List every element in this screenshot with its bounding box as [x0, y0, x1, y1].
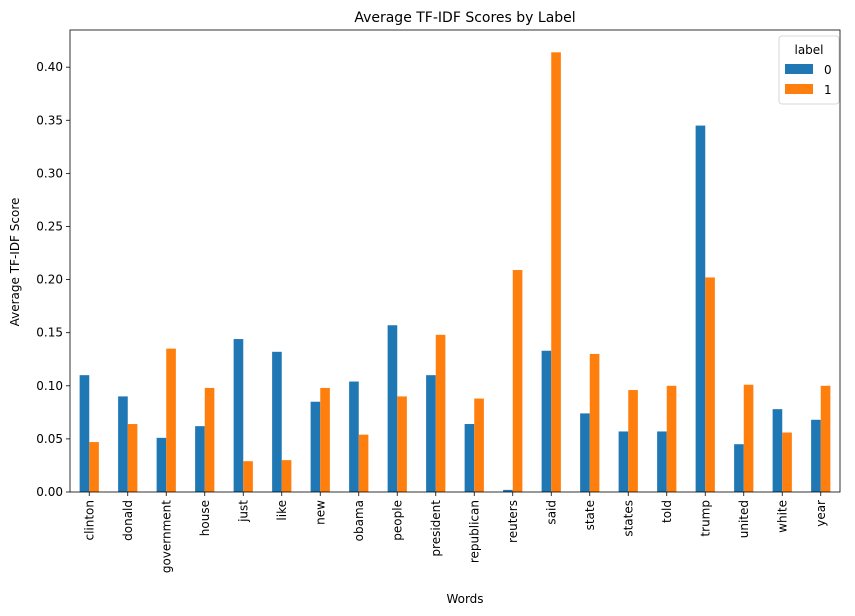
- bar-just-label-0: [233, 339, 244, 492]
- x-tick-label: said: [544, 500, 558, 525]
- bars-group: [79, 52, 831, 493]
- bar-obama-label-1: [358, 434, 369, 492]
- bar-government-label-1: [166, 348, 176, 492]
- legend-swatch-0: [785, 64, 813, 74]
- x-tick-label: trump: [698, 500, 712, 537]
- x-tick-label: clinton: [82, 500, 96, 541]
- bar-new-label-0: [310, 401, 321, 492]
- chart-title: Average TF-IDF Scores by Label: [354, 10, 575, 26]
- bar-people-label-1: [397, 396, 407, 492]
- y-tick-label: 0.00: [36, 485, 63, 499]
- y-tick-label: 0.20: [36, 273, 63, 287]
- x-tick-label: like: [275, 500, 289, 521]
- bar-united-label-1: [743, 384, 754, 492]
- legend-label-0: 0: [824, 63, 832, 77]
- bar-just-label-1: [243, 461, 253, 492]
- legend-swatch-1: [785, 84, 813, 94]
- bar-said-label-1: [551, 52, 561, 493]
- y-ticks-group: 0.00 0.05 0.10 0.15 0.20 0.25 0.30 0.35 0.40: [36, 60, 70, 499]
- bar-told-label-1: [666, 385, 677, 492]
- x-tick-label: people: [390, 500, 404, 541]
- bar-obama-label-0: [349, 381, 359, 492]
- x-tick-label: house: [198, 500, 212, 536]
- bar-new-label-1: [320, 387, 330, 492]
- bar-republican-label-1: [474, 398, 484, 492]
- bar-state-label-1: [589, 353, 600, 492]
- bar-reuters-label-1: [512, 270, 523, 492]
- bar-state-label-0: [580, 413, 590, 492]
- x-tick-label: white: [775, 500, 789, 533]
- y-tick-label: 0.15: [36, 326, 63, 340]
- bar-told-label-0: [657, 431, 667, 492]
- x-ticks-group: clinton donald government house just like new o…: [82, 492, 828, 573]
- x-tick-label: reuters: [506, 500, 520, 543]
- x-tick-label: states: [621, 500, 635, 537]
- bar-united-label-0: [734, 444, 744, 492]
- bar-year-label-0: [811, 419, 821, 492]
- x-tick-label: united: [737, 500, 751, 538]
- y-tick-label: 0.05: [36, 432, 63, 446]
- legend: label 0 1: [778, 35, 840, 105]
- y-tick-label: 0.25: [36, 219, 63, 233]
- bar-people-label-0: [387, 325, 398, 492]
- bar-like-label-1: [281, 460, 292, 492]
- x-tick-label: year: [814, 500, 828, 527]
- bar-said-label-0: [541, 350, 552, 492]
- y-tick-label: 0.35: [36, 113, 63, 127]
- bar-house-label-1: [204, 387, 215, 492]
- x-tick-label: told: [660, 500, 674, 523]
- legend-title: label: [794, 43, 823, 57]
- x-tick-label: obama: [352, 500, 366, 541]
- y-tick-label: 0.10: [36, 379, 63, 393]
- bar-government-label-0: [156, 437, 167, 492]
- bar-white-label-0: [772, 409, 783, 492]
- bar-clinton-label-0: [79, 375, 90, 492]
- bar-donald-label-1: [127, 424, 138, 492]
- bar-white-label-1: [782, 432, 792, 492]
- bar-like-label-0: [272, 351, 282, 492]
- x-tick-label: just: [236, 500, 250, 523]
- y-axis-label: Average TF-IDF Score: [8, 198, 22, 327]
- x-tick-label: government: [159, 500, 173, 573]
- bar-president-label-1: [435, 334, 446, 492]
- bar-donald-label-0: [118, 396, 128, 492]
- bar-president-label-0: [426, 375, 436, 492]
- bar-year-label-1: [820, 385, 831, 492]
- bar-reuters-label-0: [503, 489, 513, 492]
- legend-label-1: 1: [824, 83, 832, 97]
- bar-republican-label-0: [464, 424, 475, 492]
- x-tick-label: state: [583, 500, 597, 530]
- y-tick-label: 0.40: [36, 60, 63, 74]
- x-tick-label: new: [313, 500, 327, 525]
- bar-states-label-0: [618, 431, 629, 492]
- y-tick-label: 0.30: [36, 166, 63, 180]
- plot-frame: [69, 29, 841, 493]
- bar-states-label-1: [628, 390, 638, 492]
- x-tick-label: republican: [467, 500, 481, 563]
- x-tick-label: president: [429, 500, 443, 557]
- bar-trump-label-0: [695, 125, 706, 492]
- x-axis-label: Words: [446, 592, 483, 606]
- x-tick-label: donald: [121, 500, 135, 541]
- bar-trump-label-1: [705, 277, 715, 492]
- bar-clinton-label-1: [89, 442, 99, 492]
- bar-house-label-0: [195, 426, 205, 492]
